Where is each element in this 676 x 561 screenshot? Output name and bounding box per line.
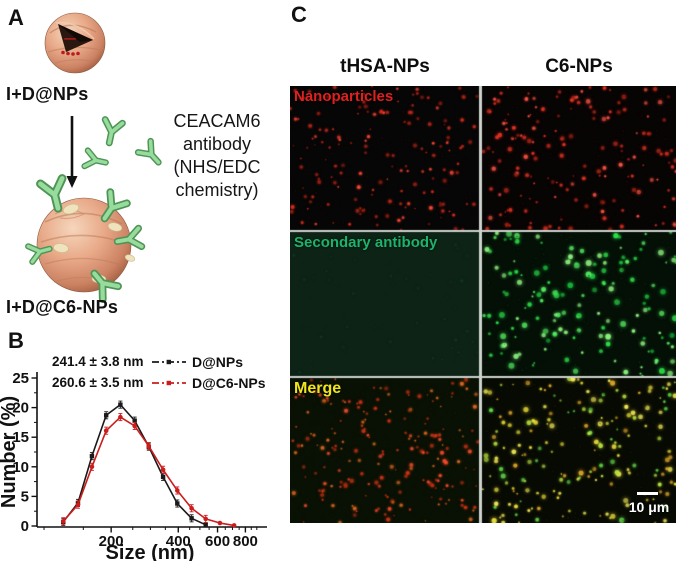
svg-text:5: 5 [21,488,29,505]
series-name-dnps: D@NPs [192,353,243,370]
panel-c-label: C [291,2,307,27]
bottom-particle-label: I+D@C6-NPs [6,297,119,317]
svg-text:400: 400 [166,533,191,550]
svg-text:0: 0 [21,518,29,535]
conjugation-scheme-illustration [0,12,285,330]
column-header-c6-nps: C6-NPs [545,56,613,77]
scale-bar [637,492,658,495]
legend-entry-dnps: 241.4 ± 3.8 nm D@NPs [52,352,266,371]
fluorescence-image-grid [290,86,676,523]
svg-text:10: 10 [12,459,29,476]
svg-text:600: 600 [205,533,230,550]
mean-size-dnps: 241.4 ± 3.8 nm [52,354,144,369]
series-name-dc6nps: D@C6-NPs [192,374,266,391]
svg-text:Size (nm): Size (nm) [106,542,195,561]
dc6nps-line-marker-icon [152,380,186,385]
image-thsa-nanoparticles [290,86,479,230]
svg-text:800: 800 [233,533,258,550]
panel-a-label: A [8,5,24,30]
row-label-secondary-antibody: Secondary antibody [294,234,438,251]
svg-text:200: 200 [99,533,124,550]
chart-legend: 241.4 ± 3.8 nm D@NPs 260.6 ± 3.5 nm D@C6… [52,352,266,392]
image-thsa-merge [290,378,479,523]
image-c6-nanoparticles [482,86,676,230]
scale-bar-label: 10 μm [628,499,670,515]
reaction-description: CEACAM6 antibody (NHS/EDC chemistry) [152,110,282,202]
reaction-line-3: (NHS/EDC [173,157,261,177]
mean-size-dc6nps: 260.6 ± 3.5 nm [52,375,144,390]
svg-text:25: 25 [12,370,29,387]
reaction-line-4: chemistry) [175,180,259,200]
svg-text:20: 20 [12,400,29,417]
column-header-thsa-nps: tHSA-NPs [340,56,430,77]
image-thsa-secondary-antibody [290,232,479,376]
dnps-line-marker-icon [152,359,186,364]
svg-text:Number (%): Number (%) [0,396,20,508]
reaction-line-2: antibody [182,134,252,154]
iod-np-sphere [44,12,106,74]
reaction-arrow [66,116,78,188]
size-distribution-chart: 0 5 10 15 20 25 200 400 600 800 Size (nm) Number (%… [0,370,267,561]
row-label-merge: Merge [294,380,342,397]
reaction-line-1: CEACAM6 [173,111,261,131]
top-particle-label: I+D@NPs [6,84,89,104]
panel-b-label: B [8,328,24,353]
image-c6-secondary-antibody [482,232,676,376]
iod-c6-np-sphere [28,178,141,299]
legend-entry-dc6nps: 260.6 ± 3.5 nm D@C6-NPs [52,373,266,392]
svg-text:15: 15 [12,429,29,446]
row-label-nanoparticles: Nanoparticles [294,88,394,105]
